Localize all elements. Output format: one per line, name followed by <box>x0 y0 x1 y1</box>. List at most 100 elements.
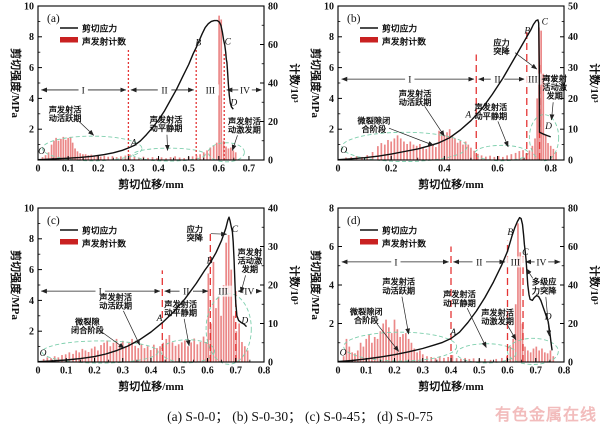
y-left-axis-title: 剪切强度/MPa <box>309 48 323 118</box>
x-tick-label: 0.1 <box>62 164 75 175</box>
legend-stress-label: 剪切应力 <box>382 225 417 236</box>
subplot-b: I II III IV应力突降声发射活动活跃期微裂隙闭合阶段声发射活动平静期声发射活动… <box>309 1 600 191</box>
x-tick-label: 0.1 <box>360 366 373 377</box>
legend-ae-label: 声发射计数 <box>381 238 426 249</box>
y-left-tick-label: 10 <box>324 1 334 12</box>
y-left-tick-label: 6 <box>329 63 334 74</box>
annotation-label: 微裂隙闭合阶段 <box>71 317 105 336</box>
point-label-D: D <box>229 98 237 108</box>
x-tick-label: 0 <box>336 164 341 175</box>
y-right-tick-label: 0 <box>568 155 573 166</box>
annotation-label: 微裂隙闭合阶段 <box>349 307 383 326</box>
y-right-tick-label: 80 <box>568 203 578 214</box>
x-tick-label: 0.7 <box>530 366 543 377</box>
y-left-tick-label: 2 <box>29 327 34 338</box>
stress-curve <box>337 19 551 161</box>
y-right-tick-label: 0 <box>268 155 273 166</box>
x-tick-label: 0.5 <box>182 164 195 175</box>
y-left-tick-label: 2 <box>329 125 334 136</box>
legend-ae-label: 声发射计数 <box>381 36 426 47</box>
point-label-O: O <box>340 348 347 358</box>
stage-label: IV <box>240 86 250 96</box>
y-left-axis-title: 剪切强度/MPa <box>9 250 23 320</box>
panel-label: (a) <box>47 13 60 25</box>
y-right-tick-label: 60 <box>268 40 278 51</box>
y-right-tick-label: 20 <box>568 319 578 330</box>
x-tick-label: 0.2 <box>388 366 401 377</box>
x-axis-title: 剪切位移/mm <box>418 177 483 191</box>
point-label-B: B <box>195 38 201 48</box>
point-label-A: A <box>156 314 163 324</box>
x-tick-label: 0.1 <box>60 366 73 377</box>
point-label-C: C <box>542 17 549 27</box>
legend-bar-sample <box>360 239 378 245</box>
annotation-label: 声发射活动激发期 <box>227 116 261 135</box>
y-left-tick-label: 8 <box>329 32 334 43</box>
y-right-axis-title: 计数/10³ <box>588 265 600 305</box>
point-label-C: C <box>522 248 529 258</box>
x-tick-label: 0.6 <box>213 164 226 175</box>
y-right-tick-label: 30 <box>568 63 578 74</box>
ae-period-ellipse <box>207 142 245 163</box>
legend-ae-label: 声发射计数 <box>81 36 126 47</box>
x-tick-label: 0.6 <box>501 366 514 377</box>
annotation-label: 声发射活动平静期 <box>442 289 476 308</box>
y-right-tick-label: 10 <box>568 125 578 136</box>
stage-label: II <box>183 288 189 298</box>
y-right-tick-label: 0 <box>268 357 273 368</box>
y-right-tick-label: 30 <box>268 242 278 253</box>
ae-period-ellipse <box>341 131 468 162</box>
x-axis-title: 剪切位移/mm <box>118 177 183 191</box>
stage-label: III <box>528 76 538 86</box>
point-label-D: D <box>544 313 552 323</box>
annotation-label: 声发射活动活跃期 <box>398 88 432 107</box>
y-left-tick-label: 8 <box>29 32 34 43</box>
y-left-tick-label: 4 <box>29 94 34 105</box>
legend-ae-label: 声发射计数 <box>81 238 126 249</box>
legend-stress-label: 剪切应力 <box>82 23 117 34</box>
figure-caption: (a) S-0-0； (b) S-0-30； (c) S-0-45； (d) S… <box>167 409 433 424</box>
x-tick-label: 0.7 <box>243 164 256 175</box>
y-right-tick-label: 40 <box>568 280 578 291</box>
legend-bar-sample <box>360 37 378 43</box>
y-left-tick-label: 4 <box>329 94 334 105</box>
point-label-A: A <box>464 111 471 121</box>
x-axis-title: 剪切位移/mm <box>118 379 183 393</box>
x-tick-label: 0.3 <box>122 164 135 175</box>
stage-label: I <box>99 288 102 298</box>
annotation-label: 声发射活动平静期 <box>149 115 183 134</box>
annotation-label: 声发射活动激发期 <box>480 307 514 326</box>
y-left-tick-label: 2 <box>29 125 34 136</box>
subplot-c: I II III IV应力突降声发射活动活跃期微裂隙闭合阶段声发射活动平静期声发射活动… <box>9 203 300 393</box>
x-tick-label: 0.5 <box>473 366 486 377</box>
point-label-A: A <box>130 138 137 148</box>
stage-label: I <box>82 86 85 96</box>
y-left-axis-title: 剪切强度/MPa <box>309 250 323 320</box>
ae-period-ellipse <box>42 135 143 162</box>
legend-bar-sample <box>60 239 78 245</box>
y-left-tick-label: 10 <box>24 1 34 12</box>
plot-box <box>37 207 265 363</box>
y-left-tick-label: 6 <box>29 265 34 276</box>
y-left-tick-label: 10 <box>24 203 34 214</box>
x-tick-label: 0 <box>36 164 41 175</box>
y-left-tick-label: 6 <box>29 63 34 74</box>
point-label-O: O <box>38 147 45 157</box>
x-tick-label: 0.4 <box>145 366 158 377</box>
stage-label: III <box>218 288 228 298</box>
x-tick-label: 0.5 <box>173 366 186 377</box>
caption-row: (a) S-0-0； (b) S-0-30； (c) S-0-45； (d) S… <box>0 404 600 432</box>
stage-label: I <box>394 258 397 268</box>
stage-label: IV <box>547 76 557 86</box>
point-label-O: O <box>340 146 347 156</box>
y-right-tick-label: 20 <box>268 280 278 291</box>
subplot-d: I II III IV声发射活动活跃期微裂隙闭合阶段声发射活动平静期声发射活动激发期多… <box>309 203 600 393</box>
annotation-label: 应力突降 <box>187 224 204 243</box>
x-tick-label: 0.4 <box>445 366 458 377</box>
annotation-label: 声发射活动活跃期 <box>98 292 132 311</box>
x-tick-label: 0.2 <box>88 366 101 377</box>
ae-period-ellipse <box>343 331 458 362</box>
stage-label: III <box>511 258 521 268</box>
y-left-tick-label: 8 <box>329 203 334 214</box>
